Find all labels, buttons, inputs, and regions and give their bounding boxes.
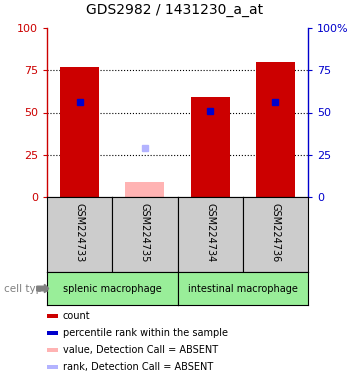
Text: splenic macrophage: splenic macrophage	[63, 283, 162, 293]
Text: percentile rank within the sample: percentile rank within the sample	[63, 328, 228, 338]
Text: GSM224736: GSM224736	[271, 203, 280, 262]
Text: cell type: cell type	[4, 283, 48, 293]
Text: GSM224733: GSM224733	[75, 203, 85, 262]
Text: GSM224734: GSM224734	[205, 203, 215, 262]
Bar	[60, 67, 99, 197]
Text: value, Detection Call = ABSENT: value, Detection Call = ABSENT	[63, 345, 218, 355]
Text: intestinal macrophage: intestinal macrophage	[188, 283, 298, 293]
Bar	[256, 62, 295, 197]
Bar	[125, 182, 164, 197]
Text: count: count	[63, 311, 90, 321]
Text: GDS2982 / 1431230_a_at: GDS2982 / 1431230_a_at	[86, 3, 264, 17]
Bar	[190, 97, 230, 197]
Text: GSM224735: GSM224735	[140, 203, 150, 262]
Text: rank, Detection Call = ABSENT: rank, Detection Call = ABSENT	[63, 362, 213, 372]
